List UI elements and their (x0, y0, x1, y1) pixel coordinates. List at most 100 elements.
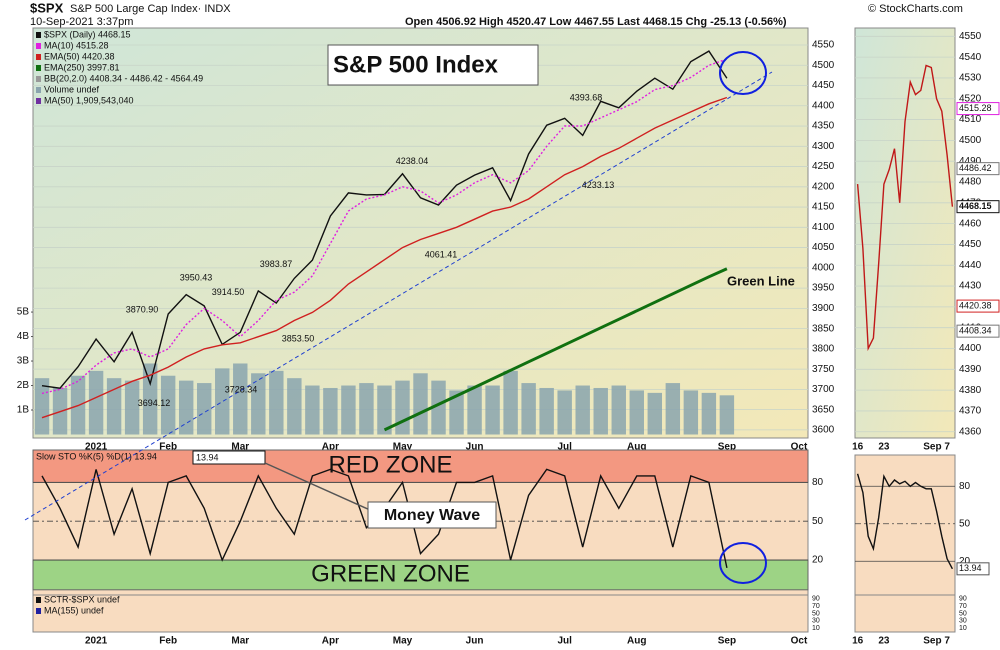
y-tick-label: 30 (812, 618, 820, 625)
legend-label: SCTR-$SPX undef (44, 594, 120, 604)
y-tick-label: 4430 (959, 281, 982, 292)
y-tick-label: 4480 (959, 177, 982, 188)
panel-background (854, 454, 956, 596)
volume-bar (683, 390, 699, 435)
y-tick-label: 4540 (959, 52, 982, 63)
volume-bar (106, 378, 122, 435)
volume-bar (124, 380, 140, 435)
volume-bar (323, 387, 338, 435)
volume-bar (593, 387, 608, 435)
x-tick-label: Aug (627, 636, 646, 647)
y-tick-label: 50 (959, 518, 971, 529)
y-tick-label: 80 (812, 477, 824, 488)
y-tick-label: 4550 (959, 31, 982, 42)
panel-background (854, 27, 956, 439)
highlight-circle (719, 51, 767, 95)
x-tick-label: Sep (718, 636, 736, 647)
volume-bar (467, 385, 482, 435)
volume-bar (449, 390, 464, 435)
volume-bar (611, 385, 626, 435)
zone (32, 559, 809, 591)
y2-tick-label: 3B (17, 356, 30, 367)
y-tick-label: 50 (812, 516, 824, 527)
y-tick-label: 4380 (959, 385, 982, 396)
legend-swatch (36, 32, 41, 38)
panel-background (32, 594, 809, 633)
volume-bar (215, 368, 230, 435)
panel-background (854, 594, 956, 633)
series-line (856, 473, 954, 570)
datetime: 10-Sep-2021 3:37pm (30, 16, 133, 28)
y-tick-label: 4530 (959, 73, 982, 84)
price-label: 4238.04 (396, 156, 429, 166)
volume-bar (269, 370, 284, 435)
volume-bar (88, 370, 104, 435)
volume-bar (503, 370, 518, 435)
y-tick-label: 4360 (959, 426, 982, 437)
volume-bar (287, 378, 302, 435)
volume-bar (701, 392, 717, 435)
x-tick-label: Oct (791, 636, 808, 647)
annotation-box (367, 501, 497, 529)
y-tick-label: 4150 (812, 202, 835, 213)
volume-bar (34, 378, 50, 435)
x-tick-label: Sep 7 (923, 636, 950, 647)
highlight-circle (719, 542, 767, 584)
y-tick-label: 3800 (812, 344, 835, 355)
y-tick-label: 4200 (812, 181, 835, 192)
zone-label: GREEN ZONE (311, 560, 470, 587)
price-label: 3694.12 (138, 398, 171, 408)
zone-label: RED ZONE (328, 452, 452, 479)
x-tick-label: Aug (627, 442, 646, 453)
y-tick-label: 3900 (812, 303, 835, 314)
price-label: 3728.34 (225, 384, 258, 394)
x-tick-label: May (393, 636, 413, 647)
zone (32, 449, 809, 483)
volume-bar (377, 385, 392, 435)
volume-bar (431, 380, 446, 435)
y-tick-label: 4000 (812, 262, 835, 273)
side-label-box (956, 200, 1000, 214)
x-tick-label: 23 (878, 636, 890, 647)
side-label-box (956, 162, 1000, 176)
legend-swatch (36, 87, 41, 93)
x-tick-label: Jul (557, 636, 572, 647)
volume-bar (395, 380, 410, 435)
volume-bar (197, 383, 212, 435)
volume-bar (629, 390, 644, 435)
side-label-box (956, 299, 1000, 313)
y-tick-label: 3750 (812, 364, 835, 375)
y-tick-label: 3600 (812, 425, 835, 436)
legend-swatch (36, 43, 41, 49)
y2-tick-label: 2B (17, 380, 30, 391)
x-tick-label: Oct (791, 442, 808, 453)
volume-bar (413, 373, 428, 435)
title-box (327, 44, 539, 86)
chart-title: S&P 500 Index (333, 51, 499, 78)
x-tick-label: Sep 7 (923, 442, 950, 453)
volume-bar (719, 395, 735, 435)
legend-swatch (36, 76, 41, 82)
volume-bar (575, 385, 590, 435)
y-tick-label: 70 (812, 603, 820, 610)
x-tick-label: 2021 (85, 636, 108, 647)
side-label-box (956, 102, 1000, 116)
price-label: 3950.43 (180, 272, 213, 282)
volume-bar (485, 385, 500, 435)
volume-bar (233, 363, 248, 435)
legend-swatch (36, 65, 41, 71)
x-tick-label: Sep (718, 442, 736, 453)
y-tick-label: 4460 (959, 218, 982, 229)
x-tick-label: Feb (159, 442, 177, 453)
y-tick-label: 70 (959, 603, 967, 610)
x-tick-label: Jun (466, 442, 484, 453)
y-tick-label: 10 (812, 625, 820, 632)
index-name: S&P 500 Large Cap Index· INDX (70, 3, 231, 15)
legend-label: Slow STO %K(5) %D(1) 13.94 (36, 451, 157, 461)
value-label: 13.94 (196, 452, 219, 462)
y-tick-label: 4520 (959, 93, 982, 104)
y-tick-label: 4500 (812, 60, 835, 71)
side-label: 4468.15 (959, 201, 992, 211)
y-tick-label: 3850 (812, 323, 835, 334)
